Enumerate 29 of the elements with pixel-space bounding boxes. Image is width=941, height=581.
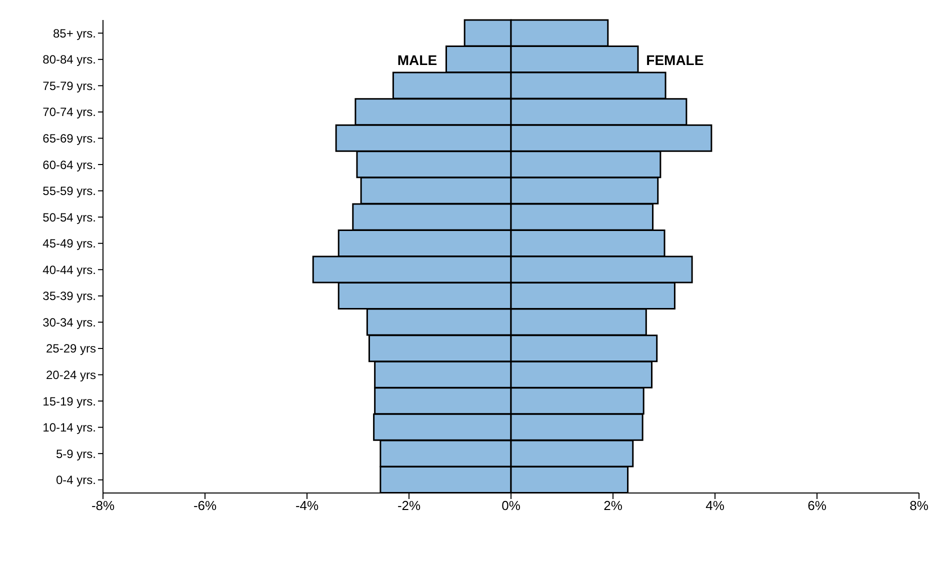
y-tick-label: 80-84 yrs.	[42, 52, 96, 67]
x-tick-label: -6%	[193, 498, 217, 514]
y-tick-label: 55-59 yrs.	[42, 184, 96, 198]
x-tick-label: 8%	[910, 498, 929, 514]
y-tick-label: 25-29 yrs	[46, 342, 96, 356]
series-label: MALE	[397, 52, 438, 68]
y-tick-label: 30-34 yrs.	[42, 315, 96, 330]
y-tick-label: 10-14 yrs.	[42, 420, 96, 435]
y-tick-label: 70-74 yrs.	[42, 105, 96, 120]
y-tick-label: 15-19 yrs.	[42, 394, 96, 408]
x-tick-label: 4%	[706, 498, 725, 514]
x-tick-label: 2%	[604, 498, 623, 514]
y-tick-label: 85+ yrs.	[52, 26, 96, 40]
y-tick-label: 75-79 yrs.	[42, 78, 96, 93]
x-tick-label: -4%	[295, 498, 319, 514]
y-tick-label: 45-49 yrs.	[42, 236, 96, 251]
y-tick-label: 50-54 yrs.	[42, 210, 96, 224]
y-tick-label: 35-39 yrs.	[42, 289, 96, 304]
series-label: FEMALE	[646, 52, 704, 68]
x-tick-label: -2%	[397, 498, 421, 514]
y-tick-label: 60-64 yrs.	[42, 158, 96, 172]
x-tick-label: 0%	[502, 498, 521, 514]
x-tick-label: -8%	[91, 498, 115, 514]
x-tick-label: 6%	[808, 498, 827, 514]
y-tick-label: 5-9 yrs.	[56, 446, 96, 461]
y-tick-label: 20-24 yrs	[46, 368, 96, 382]
y-tick-label: 40-44 yrs.	[42, 262, 96, 277]
y-tick-label: 65-69 yrs.	[42, 132, 96, 146]
y-tick-label: 0-4 yrs.	[56, 473, 96, 488]
